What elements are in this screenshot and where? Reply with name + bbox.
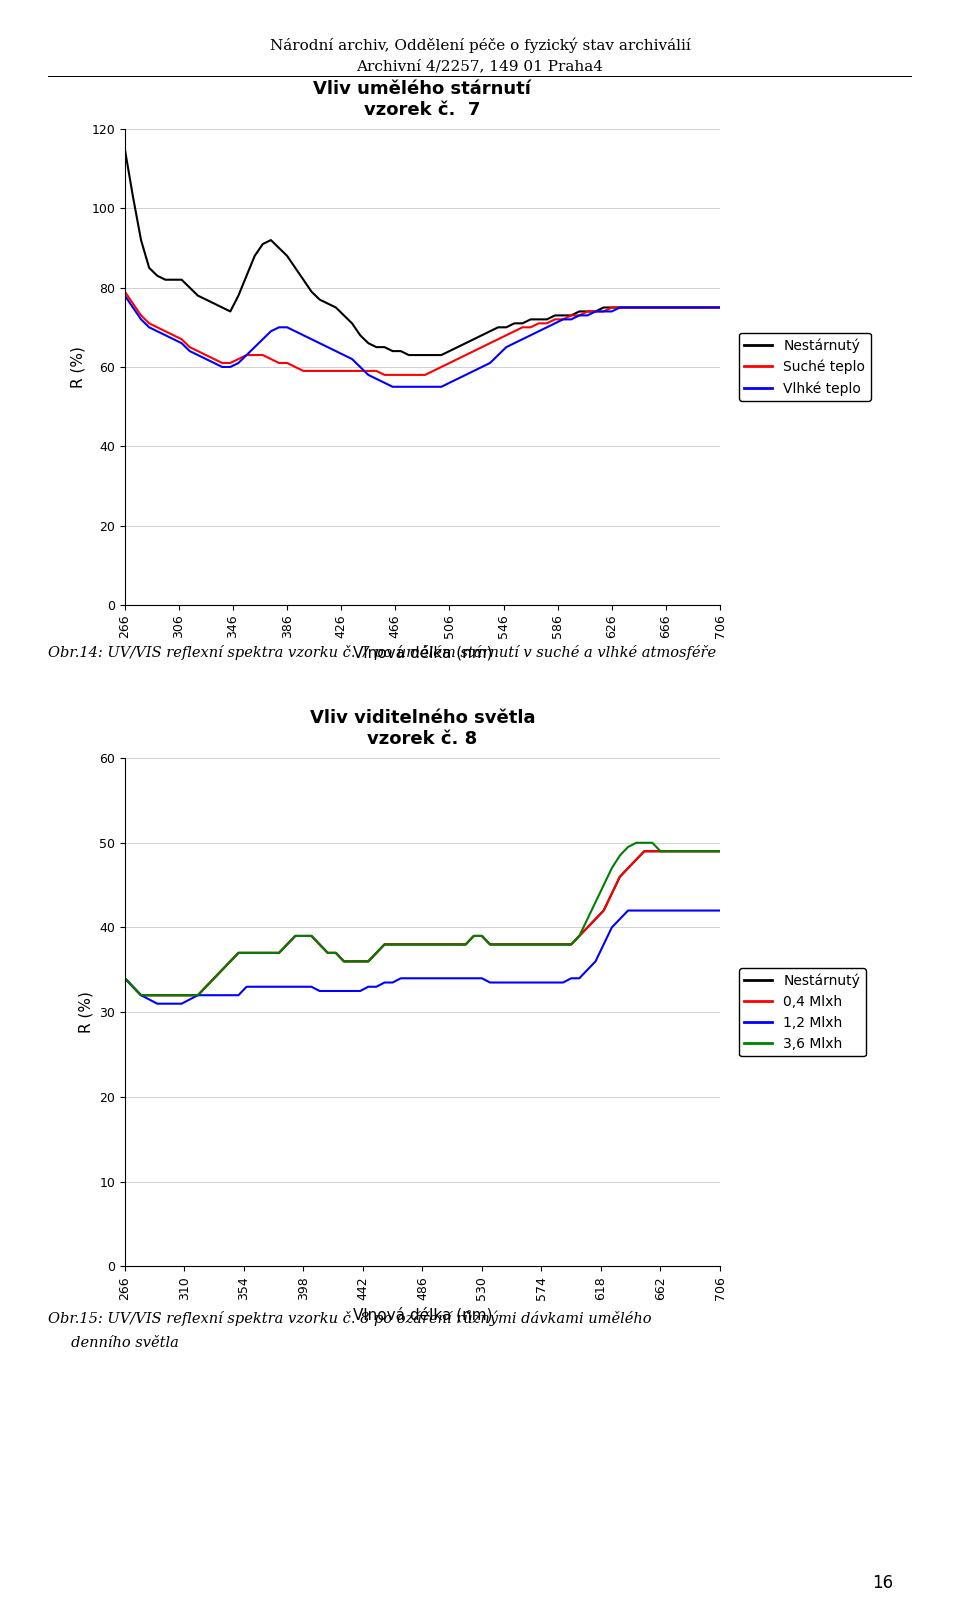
Text: Archivní 4/2257, 149 01 Praha4: Archivní 4/2257, 149 01 Praha4 (356, 60, 604, 74)
Y-axis label: R (%): R (%) (79, 992, 93, 1032)
Legend: Nestárnutý, Suché teplo, Vlhké teplo: Nestárnutý, Suché teplo, Vlhké teplo (739, 332, 871, 402)
Text: 16: 16 (872, 1574, 893, 1592)
Text: Obr.15: UV/VIS reflexní spektra vzorku č. 8 po ozáření různými dávkami umělého: Obr.15: UV/VIS reflexní spektra vzorku č… (48, 1310, 652, 1326)
Text: denního světla: denního světla (48, 1336, 179, 1350)
Title: Vliv umělého stárnutí
vzorek č.  7: Vliv umělého stárnutí vzorek č. 7 (314, 81, 531, 119)
Text: Obr.14: UV/VIS reflexní spektra vzorku č. 7 po umělém stárnutí v suché a vlhké a: Obr.14: UV/VIS reflexní spektra vzorku č… (48, 645, 716, 660)
Y-axis label: R (%): R (%) (71, 347, 85, 387)
Title: Vliv viditelného světla
vzorek č. 8: Vliv viditelného světla vzorek č. 8 (310, 710, 535, 748)
X-axis label: Vlnová délka (nm): Vlnová délka (nm) (352, 645, 492, 661)
Text: Národní archiv, Oddělení péče o fyzický stav archiválií: Národní archiv, Oddělení péče o fyzický … (270, 37, 690, 53)
X-axis label: Vlnová délka (nm): Vlnová délka (nm) (352, 1307, 492, 1323)
Legend: Nestárnutý, 0,4 Mlxh, 1,2 Mlxh, 3,6 Mlxh: Nestárnutý, 0,4 Mlxh, 1,2 Mlxh, 3,6 Mlxh (739, 968, 866, 1057)
